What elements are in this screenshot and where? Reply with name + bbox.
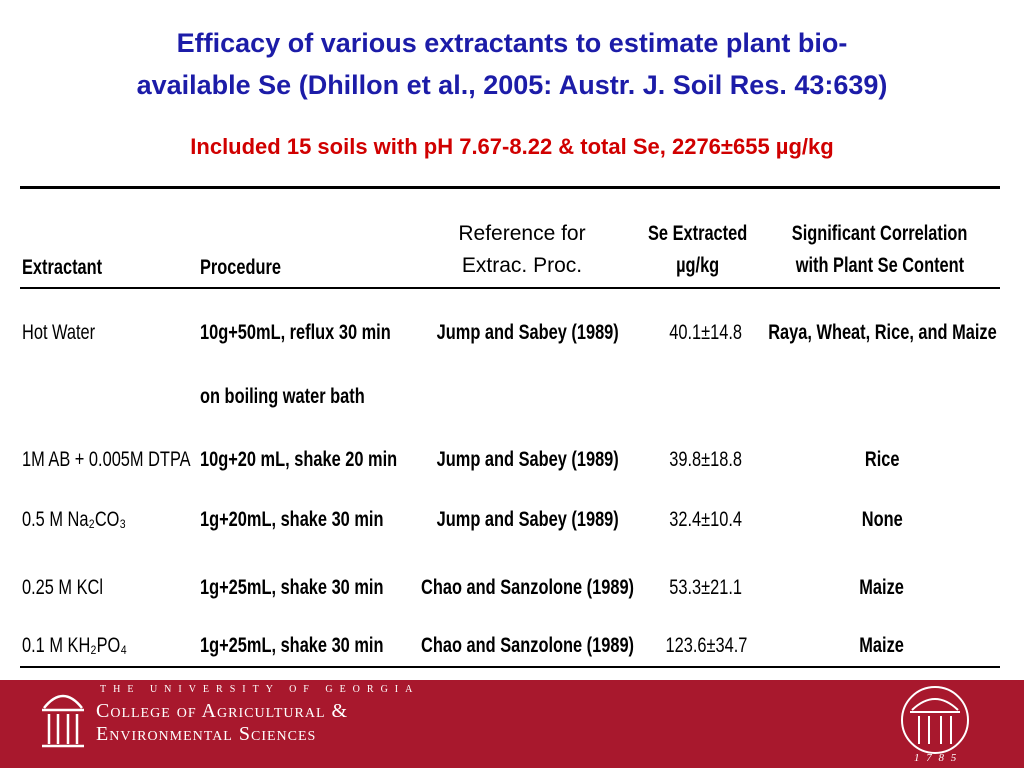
seal-icon bbox=[901, 686, 969, 754]
reference: Jump and Sabey (1989) bbox=[378, 448, 678, 472]
year: 1 7 8 5 bbox=[914, 752, 959, 764]
reference: Jump and Sabey (1989) bbox=[378, 321, 678, 345]
procedure: on boiling water bath bbox=[200, 385, 411, 409]
column-header: µg/kg bbox=[548, 254, 848, 278]
reference: Chao and Sanzolone (1989) bbox=[378, 634, 678, 658]
logos bbox=[42, 686, 969, 754]
correlation: Raya, Wheat, Rice, and Maize bbox=[732, 321, 1024, 345]
procedure: 10g+20 mL, shake 20 min bbox=[200, 448, 453, 472]
extractant: 1M AB + 0.005M DTPA bbox=[22, 448, 238, 472]
extractant-text: 0.25 M KCl bbox=[22, 576, 104, 599]
reference: Jump and Sabey (1989) bbox=[378, 508, 678, 532]
column-header-text: with Plant Se Content bbox=[795, 254, 965, 277]
column-header-text: µg/kg bbox=[676, 254, 720, 277]
se-extracted: 123.6±34.7 bbox=[556, 634, 856, 658]
college-line: College of Agricultural & bbox=[96, 700, 349, 722]
se-extracted: 53.3±21.1 bbox=[556, 576, 856, 600]
correlation-text: Rice bbox=[864, 448, 900, 471]
university: THE UNIVERSITY OF GEORGIA bbox=[100, 684, 420, 695]
column-header-text: Significant Correlation bbox=[792, 222, 968, 245]
reference-text: Jump and Sabey (1989) bbox=[436, 508, 620, 531]
extractant: Hot Water bbox=[22, 321, 116, 345]
se-extracted-text: 53.3±21.1 bbox=[669, 576, 743, 599]
se-extracted-text: 123.6±34.7 bbox=[665, 634, 747, 657]
extractant-text: Hot Water bbox=[22, 321, 96, 344]
correlation: Maize bbox=[732, 576, 1024, 600]
reference-text: Chao and Sanzolone (1989) bbox=[421, 576, 635, 599]
column-header: with Plant Se Content bbox=[730, 254, 1024, 278]
column-header-text: Extractant bbox=[22, 256, 103, 279]
subtitle: Included 15 soils with pH 7.67-8.22 & to… bbox=[190, 134, 834, 159]
rule bbox=[20, 287, 1000, 289]
procedure-text: 1g+25mL, shake 30 min bbox=[200, 634, 384, 657]
procedure-text: 1g+20mL, shake 30 min bbox=[200, 508, 384, 531]
arch-icon bbox=[42, 694, 84, 748]
se-extracted-text: 32.4±10.4 bbox=[669, 508, 743, 531]
procedure: 1g+25mL, shake 30 min bbox=[200, 576, 435, 600]
correlation: Rice bbox=[732, 448, 1024, 472]
extractant-text: 1M AB + 0.005M DTPA bbox=[22, 448, 191, 471]
rule bbox=[20, 666, 1000, 668]
footer: THE UNIVERSITY OF GEORGIA College of Agr… bbox=[0, 680, 1024, 768]
column-header-text: Extrac. Proc. bbox=[461, 254, 583, 277]
reference: Chao and Sanzolone (1989) bbox=[378, 576, 678, 600]
correlation-text: Raya, Wheat, Rice, and Maize bbox=[767, 321, 997, 344]
column-header: Significant Correlation bbox=[730, 222, 1024, 246]
column-header: Procedure bbox=[200, 256, 304, 280]
se-extracted: 40.1±14.8 bbox=[556, 321, 856, 345]
correlation-text: Maize bbox=[859, 576, 905, 599]
title-line: available Se (Dhillon et al., 2005: Aust… bbox=[136, 70, 888, 100]
reference-text: Jump and Sabey (1989) bbox=[436, 448, 620, 471]
extractant: 0.1 M KH₂PO₄ bbox=[22, 634, 157, 658]
rule bbox=[20, 186, 1000, 189]
extractant-text: 0.5 M Na₂CO₃ bbox=[22, 508, 127, 531]
column-header: Extractant bbox=[22, 256, 125, 280]
column-header: Se Extracted bbox=[548, 222, 848, 246]
column-header-text: Reference for bbox=[458, 222, 586, 245]
procedure: 1g+20mL, shake 30 min bbox=[200, 508, 435, 532]
se-extracted: 39.8±18.8 bbox=[556, 448, 856, 472]
column-header-text: Procedure bbox=[200, 256, 282, 279]
correlation-text: None bbox=[861, 508, 903, 531]
column-header: Extrac. Proc. bbox=[372, 254, 672, 278]
college-line: Environmental Sciences bbox=[96, 723, 317, 745]
correlation: None bbox=[732, 508, 1024, 532]
extractant: 0.5 M Na₂CO₃ bbox=[22, 508, 155, 532]
column-header-text: Se Extracted bbox=[648, 222, 748, 245]
title-line: Efficacy of various extractants to estim… bbox=[176, 28, 848, 58]
reference-text: Chao and Sanzolone (1989) bbox=[421, 634, 635, 657]
procedure-text: 10g+20 mL, shake 20 min bbox=[200, 448, 398, 471]
column-header: Reference for bbox=[372, 222, 672, 246]
procedure: 1g+25mL, shake 30 min bbox=[200, 634, 435, 658]
se-extracted-text: 39.8±18.8 bbox=[669, 448, 743, 471]
procedure-text: on boiling water bath bbox=[200, 385, 365, 408]
procedure: 10g+50mL, reflux 30 min bbox=[200, 321, 445, 345]
extractant-text: 0.1 M KH₂PO₄ bbox=[22, 634, 127, 657]
reference-text: Jump and Sabey (1989) bbox=[436, 321, 620, 344]
procedure-text: 10g+50mL, reflux 30 min bbox=[200, 321, 391, 344]
correlation-text: Maize bbox=[859, 634, 905, 657]
se-extracted-text: 40.1±14.8 bbox=[669, 321, 743, 344]
correlation: Maize bbox=[732, 634, 1024, 658]
se-extracted: 32.4±10.4 bbox=[556, 508, 856, 532]
procedure-text: 1g+25mL, shake 30 min bbox=[200, 576, 384, 599]
extractant: 0.25 M KCl bbox=[22, 576, 126, 600]
